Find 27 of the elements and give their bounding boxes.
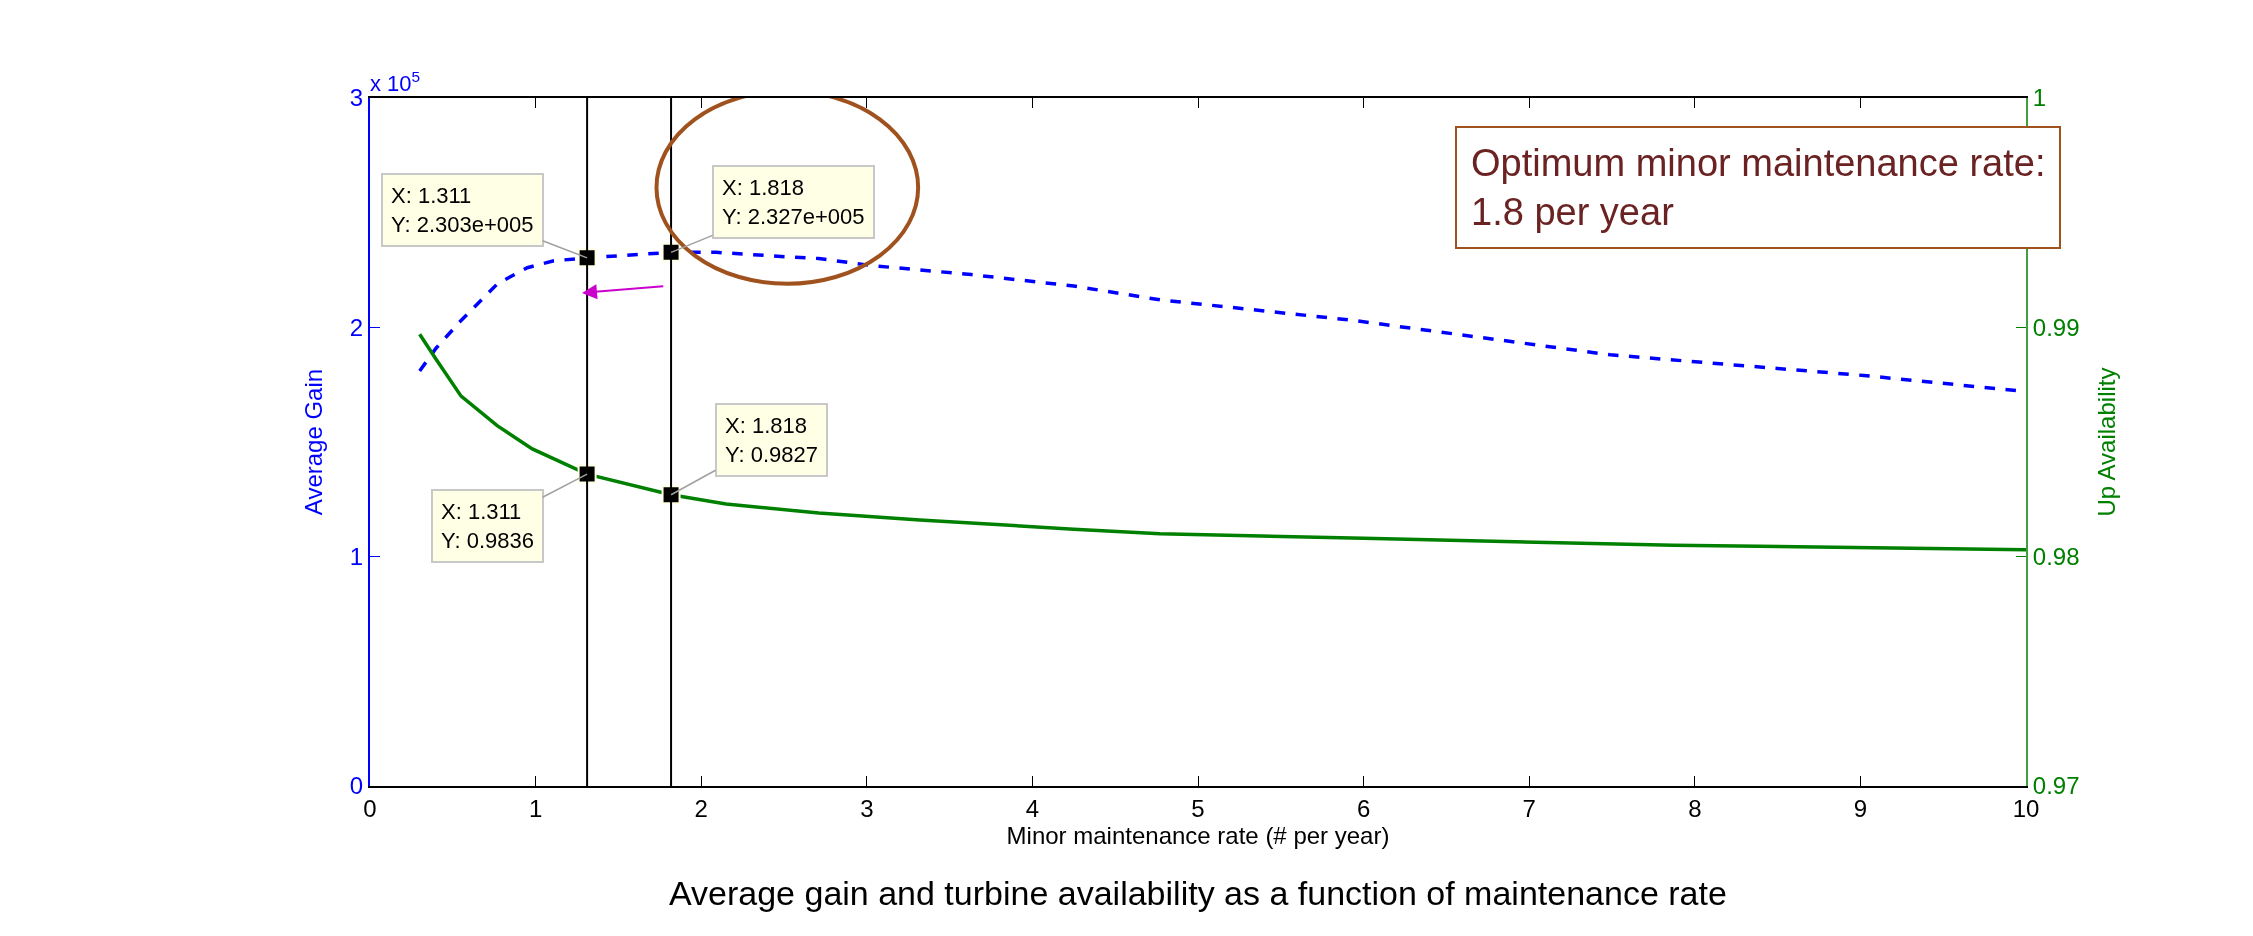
x-axis-title: Minor maintenance rate (# per year) <box>1006 821 1390 849</box>
y-axis-title: Average Gain <box>300 368 328 516</box>
data-label: X: 1.311 Y: 0.9836 <box>441 499 534 553</box>
y-tick-label: 1 <box>349 543 364 571</box>
x-tick-label: 5 <box>1191 794 1205 822</box>
x-tick-label: 6 <box>1356 794 1371 822</box>
x-tick-label: 3 <box>860 794 874 822</box>
x-tick-label: 9 <box>1853 794 1868 822</box>
y2-tick-label: 0.99 <box>2032 313 2080 341</box>
x-tick-label: 1 <box>528 794 543 822</box>
line-series <box>417 332 2026 552</box>
y2-axis-title: Up Availability <box>2093 367 2121 517</box>
text: x 10$^{5}$ <box>370 68 421 97</box>
data-label: X: 1.818 Y: 2.327e+005 <box>722 175 865 229</box>
annotation: Optimum minor maintenance rate: 1.8 per year <box>1471 142 2046 234</box>
data-label: X: 1.818 Y: 0.9827 <box>725 413 818 467</box>
text: Average gain and turbine availability as a function of maintenance rate <box>669 874 1727 912</box>
x-tick-label: 8 <box>1688 794 1702 822</box>
y-tick-label: 0 <box>349 772 364 800</box>
x-tick-label: 7 <box>1522 794 1536 822</box>
x-tick-label: 2 <box>694 794 708 822</box>
y-tick-label: 3 <box>349 84 364 112</box>
y2-tick-label: 0.98 <box>2032 543 2080 571</box>
x-tick-label: 4 <box>1025 794 1040 822</box>
data-label: X: 1.311 Y: 2.303e+005 <box>391 183 534 237</box>
y-tick-label: 2 <box>349 313 364 341</box>
y2-tick-label: 1 <box>2032 84 2047 112</box>
